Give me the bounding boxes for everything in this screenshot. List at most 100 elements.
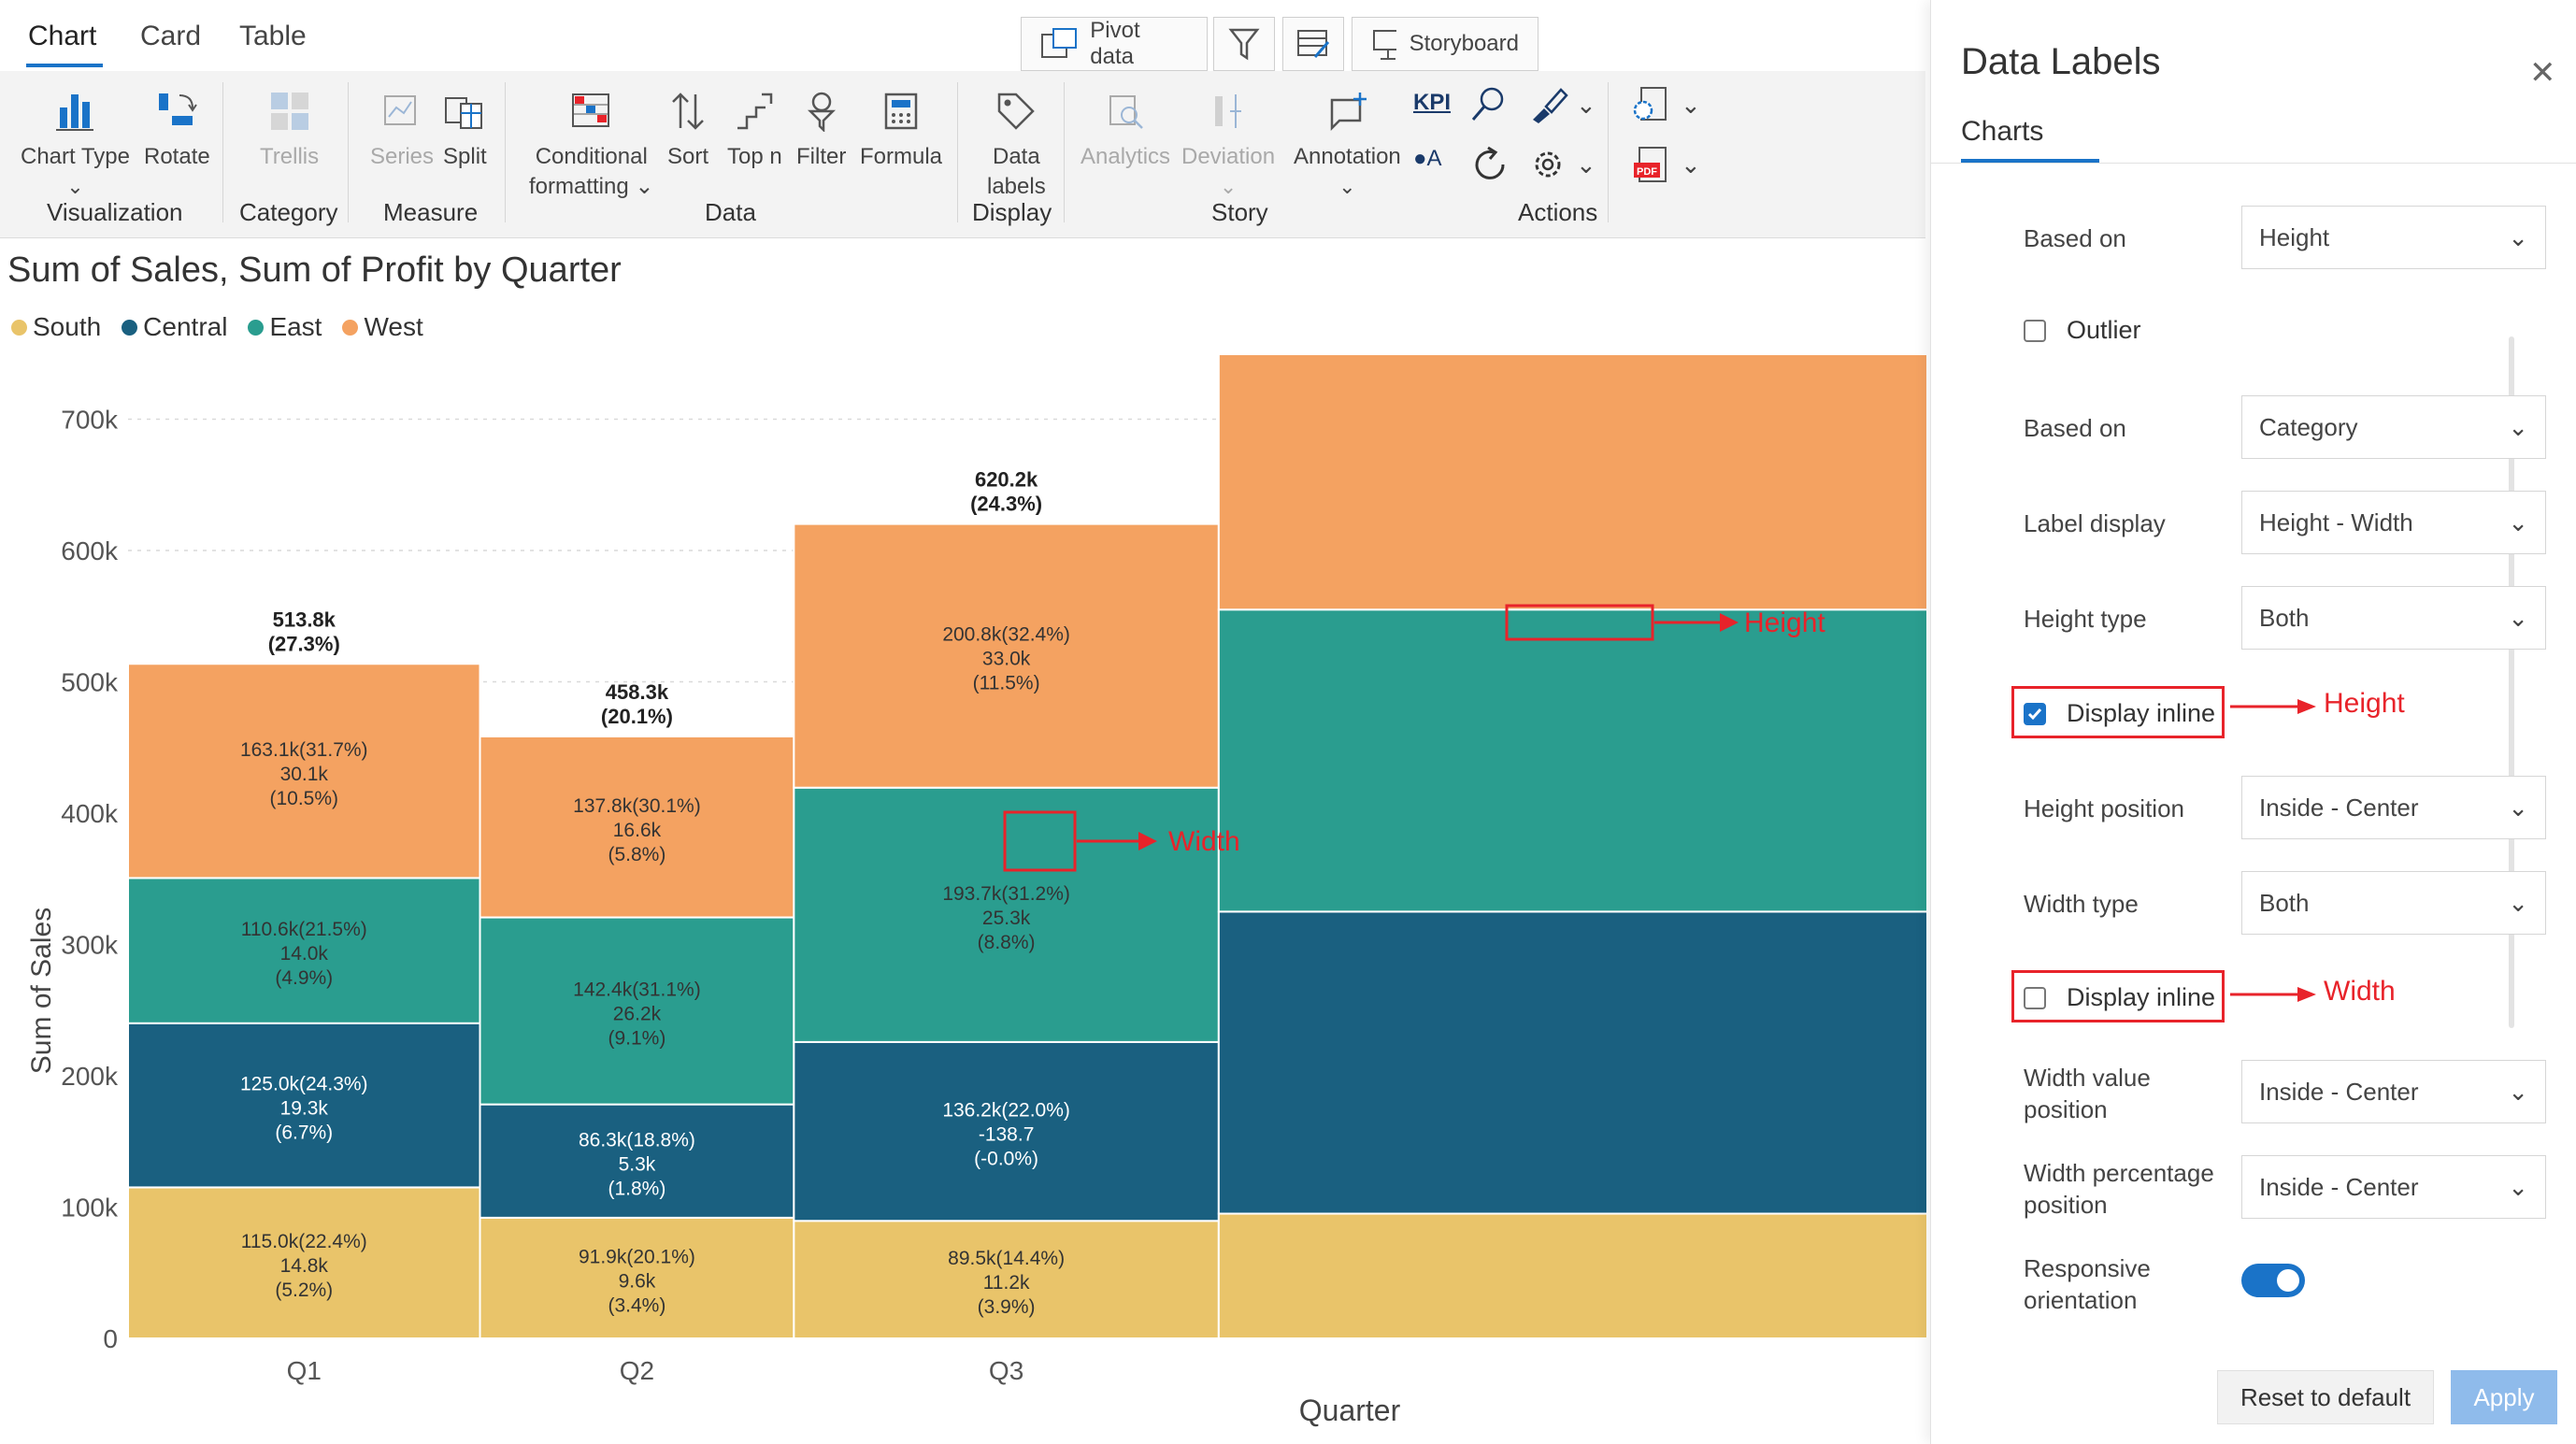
group-visualization: Visualization <box>47 198 183 226</box>
pivot-data-button[interactable]: Pivot data <box>1021 17 1208 71</box>
data-label: (9.1%) <box>608 1028 666 1050</box>
analytics-button[interactable]: Analytics <box>1080 80 1170 172</box>
bar-segment-west-q3 <box>793 522 1220 789</box>
theme-button[interactable]: ⌄ <box>1527 84 1596 125</box>
formula-label: Formula <box>860 144 943 169</box>
legend-item-south[interactable]: South <box>11 312 101 342</box>
table-edit-button[interactable] <box>1282 17 1344 71</box>
legend-item-west[interactable]: West <box>342 312 423 342</box>
chevron-down-icon: ⌄ <box>2508 603 2528 632</box>
conditional-formatting-button[interactable]: Conditional formatting ⌄ <box>529 80 654 202</box>
kpi-label: KPI <box>1413 90 1452 115</box>
outlier-checkbox[interactable] <box>2024 319 2046 342</box>
export-pdf-button[interactable]: PDF ⌄ <box>1630 144 1701 185</box>
data-label: 16.6k <box>613 820 662 841</box>
height-highlight-box <box>1505 604 1654 641</box>
group-separator <box>957 82 958 222</box>
chevron-down-icon: ⌄ <box>1576 91 1596 119</box>
sort-button[interactable]: Sort <box>667 80 708 172</box>
filter-button[interactable]: Filter <box>796 80 846 172</box>
legend-item-east[interactable]: East <box>248 312 322 342</box>
legend-label-button[interactable]: ●A <box>1413 144 1442 174</box>
gear-icon <box>1535 151 1561 178</box>
funnel-icon <box>1228 28 1260 61</box>
reset-to-default-button[interactable]: Reset to default <box>2217 1370 2434 1424</box>
refresh-button[interactable] <box>1469 144 1510 185</box>
series-button[interactable]: Series <box>370 80 434 172</box>
based-on-2-label: Based on <box>2024 414 2126 442</box>
chevron-down-icon: ⌄ <box>1681 91 1701 119</box>
height-position-select[interactable]: Inside - Center ⌄ <box>2241 776 2546 839</box>
bar-segment-south-q3 <box>793 1220 1220 1339</box>
panel-scrollbar[interactable] <box>2509 336 2514 1028</box>
tab-table[interactable]: Table <box>239 21 307 51</box>
export-settings-button[interactable]: ⌄ <box>1630 84 1701 125</box>
pivot-data-label: Pivot data <box>1090 18 1140 69</box>
rotate-button[interactable]: Rotate <box>144 80 210 172</box>
formula-button[interactable]: Formula <box>860 80 942 172</box>
data-labels-button[interactable]: Data labels <box>987 80 1046 202</box>
legend-label: East <box>269 312 322 341</box>
width-pct-position-value: Inside - Center <box>2259 1172 2419 1201</box>
search-button[interactable] <box>1469 84 1510 125</box>
data-labels-label-1: Data <box>993 144 1040 169</box>
deviation-button[interactable]: Deviation ⌄ <box>1181 80 1275 202</box>
total-pct-label: (24.3%) <box>970 493 1042 516</box>
search-icon <box>1471 87 1504 121</box>
display-inline-height-row[interactable]: Display inline <box>2024 699 2215 728</box>
display-inline-width-checkbox[interactable] <box>2024 986 2046 1009</box>
panel-tab-charts[interactable]: Charts <box>1961 116 2044 147</box>
kpi-button[interactable]: KPI <box>1413 88 1451 118</box>
width-value-position-select[interactable]: Inside - Center ⌄ <box>2241 1060 2546 1123</box>
y-tick-label: 300k <box>61 931 119 960</box>
height-type-select[interactable]: Both ⌄ <box>2241 586 2546 650</box>
width-pct-position-select[interactable]: Inside - Center ⌄ <box>2241 1155 2546 1219</box>
annotation-button[interactable]: Annotation ⌄ <box>1294 80 1401 202</box>
bar-segment-east-q1 <box>127 877 481 1024</box>
table-edit-icon <box>1297 30 1330 58</box>
total-label: 458.3k <box>606 680 669 704</box>
based-on-2-value: Category <box>2259 412 2358 441</box>
top-n-label: Top n <box>727 144 782 169</box>
annotation-width-label: Width <box>2324 976 2396 1007</box>
filter-toolbar-button[interactable] <box>1213 17 1275 71</box>
bar-segment-q4-partial <box>1217 355 1927 611</box>
legend-dot <box>11 319 27 336</box>
legend-item-central[interactable]: Central <box>122 312 227 342</box>
display-inline-width-highlight <box>2011 970 2225 1022</box>
width-type-select[interactable]: Both ⌄ <box>2241 871 2546 935</box>
group-measure: Measure <box>383 198 479 226</box>
settings-button[interactable]: ⌄ <box>1527 144 1596 185</box>
split-button[interactable]: Split <box>443 80 487 172</box>
outlier-checkbox-row[interactable]: Outlier <box>2024 316 2141 345</box>
x-tick-label: Q2 <box>620 1356 654 1385</box>
chart-title: Sum of Sales, Sum of Profit by Quarter <box>7 250 622 290</box>
storyboard-button[interactable]: Storyboard <box>1352 17 1538 71</box>
group-separator <box>222 82 223 222</box>
display-inline-height-checkbox[interactable] <box>2024 702 2046 725</box>
legend-dot <box>122 319 138 336</box>
apply-button[interactable]: Apply <box>2451 1370 2557 1424</box>
panel-divider <box>1931 163 2576 164</box>
tab-card[interactable]: Card <box>140 21 202 51</box>
data-label: 11.2k <box>983 1272 1030 1294</box>
based-on-2-select[interactable]: Category ⌄ <box>2241 395 2546 459</box>
close-icon[interactable]: ✕ <box>2529 55 2556 91</box>
storyboard-icon <box>1373 30 1396 60</box>
display-inline-width-row[interactable]: Display inline <box>2024 983 2215 1012</box>
checkmark-icon <box>2027 708 2042 720</box>
responsive-orientation-toggle[interactable] <box>2241 1264 2305 1297</box>
tab-chart[interactable]: Chart <box>28 21 97 51</box>
based-on-select[interactable]: Height ⌄ <box>2241 206 2546 269</box>
x-tick-label: Q1 <box>287 1356 322 1385</box>
calculator-icon <box>884 93 918 130</box>
data-label: -138.7 <box>979 1124 1035 1146</box>
group-separator <box>348 82 349 222</box>
width-value-position-value: Inside - Center <box>2259 1077 2419 1106</box>
tag-icon <box>998 93 1036 130</box>
top-n-button[interactable]: Top n <box>727 80 782 172</box>
label-display-value: Height - Width <box>2259 508 2413 536</box>
label-display-select[interactable]: Height - Width ⌄ <box>2241 491 2546 554</box>
trellis-button[interactable]: Trellis <box>260 80 319 172</box>
chart-type-button[interactable]: Chart Type ⌄ <box>21 80 130 202</box>
